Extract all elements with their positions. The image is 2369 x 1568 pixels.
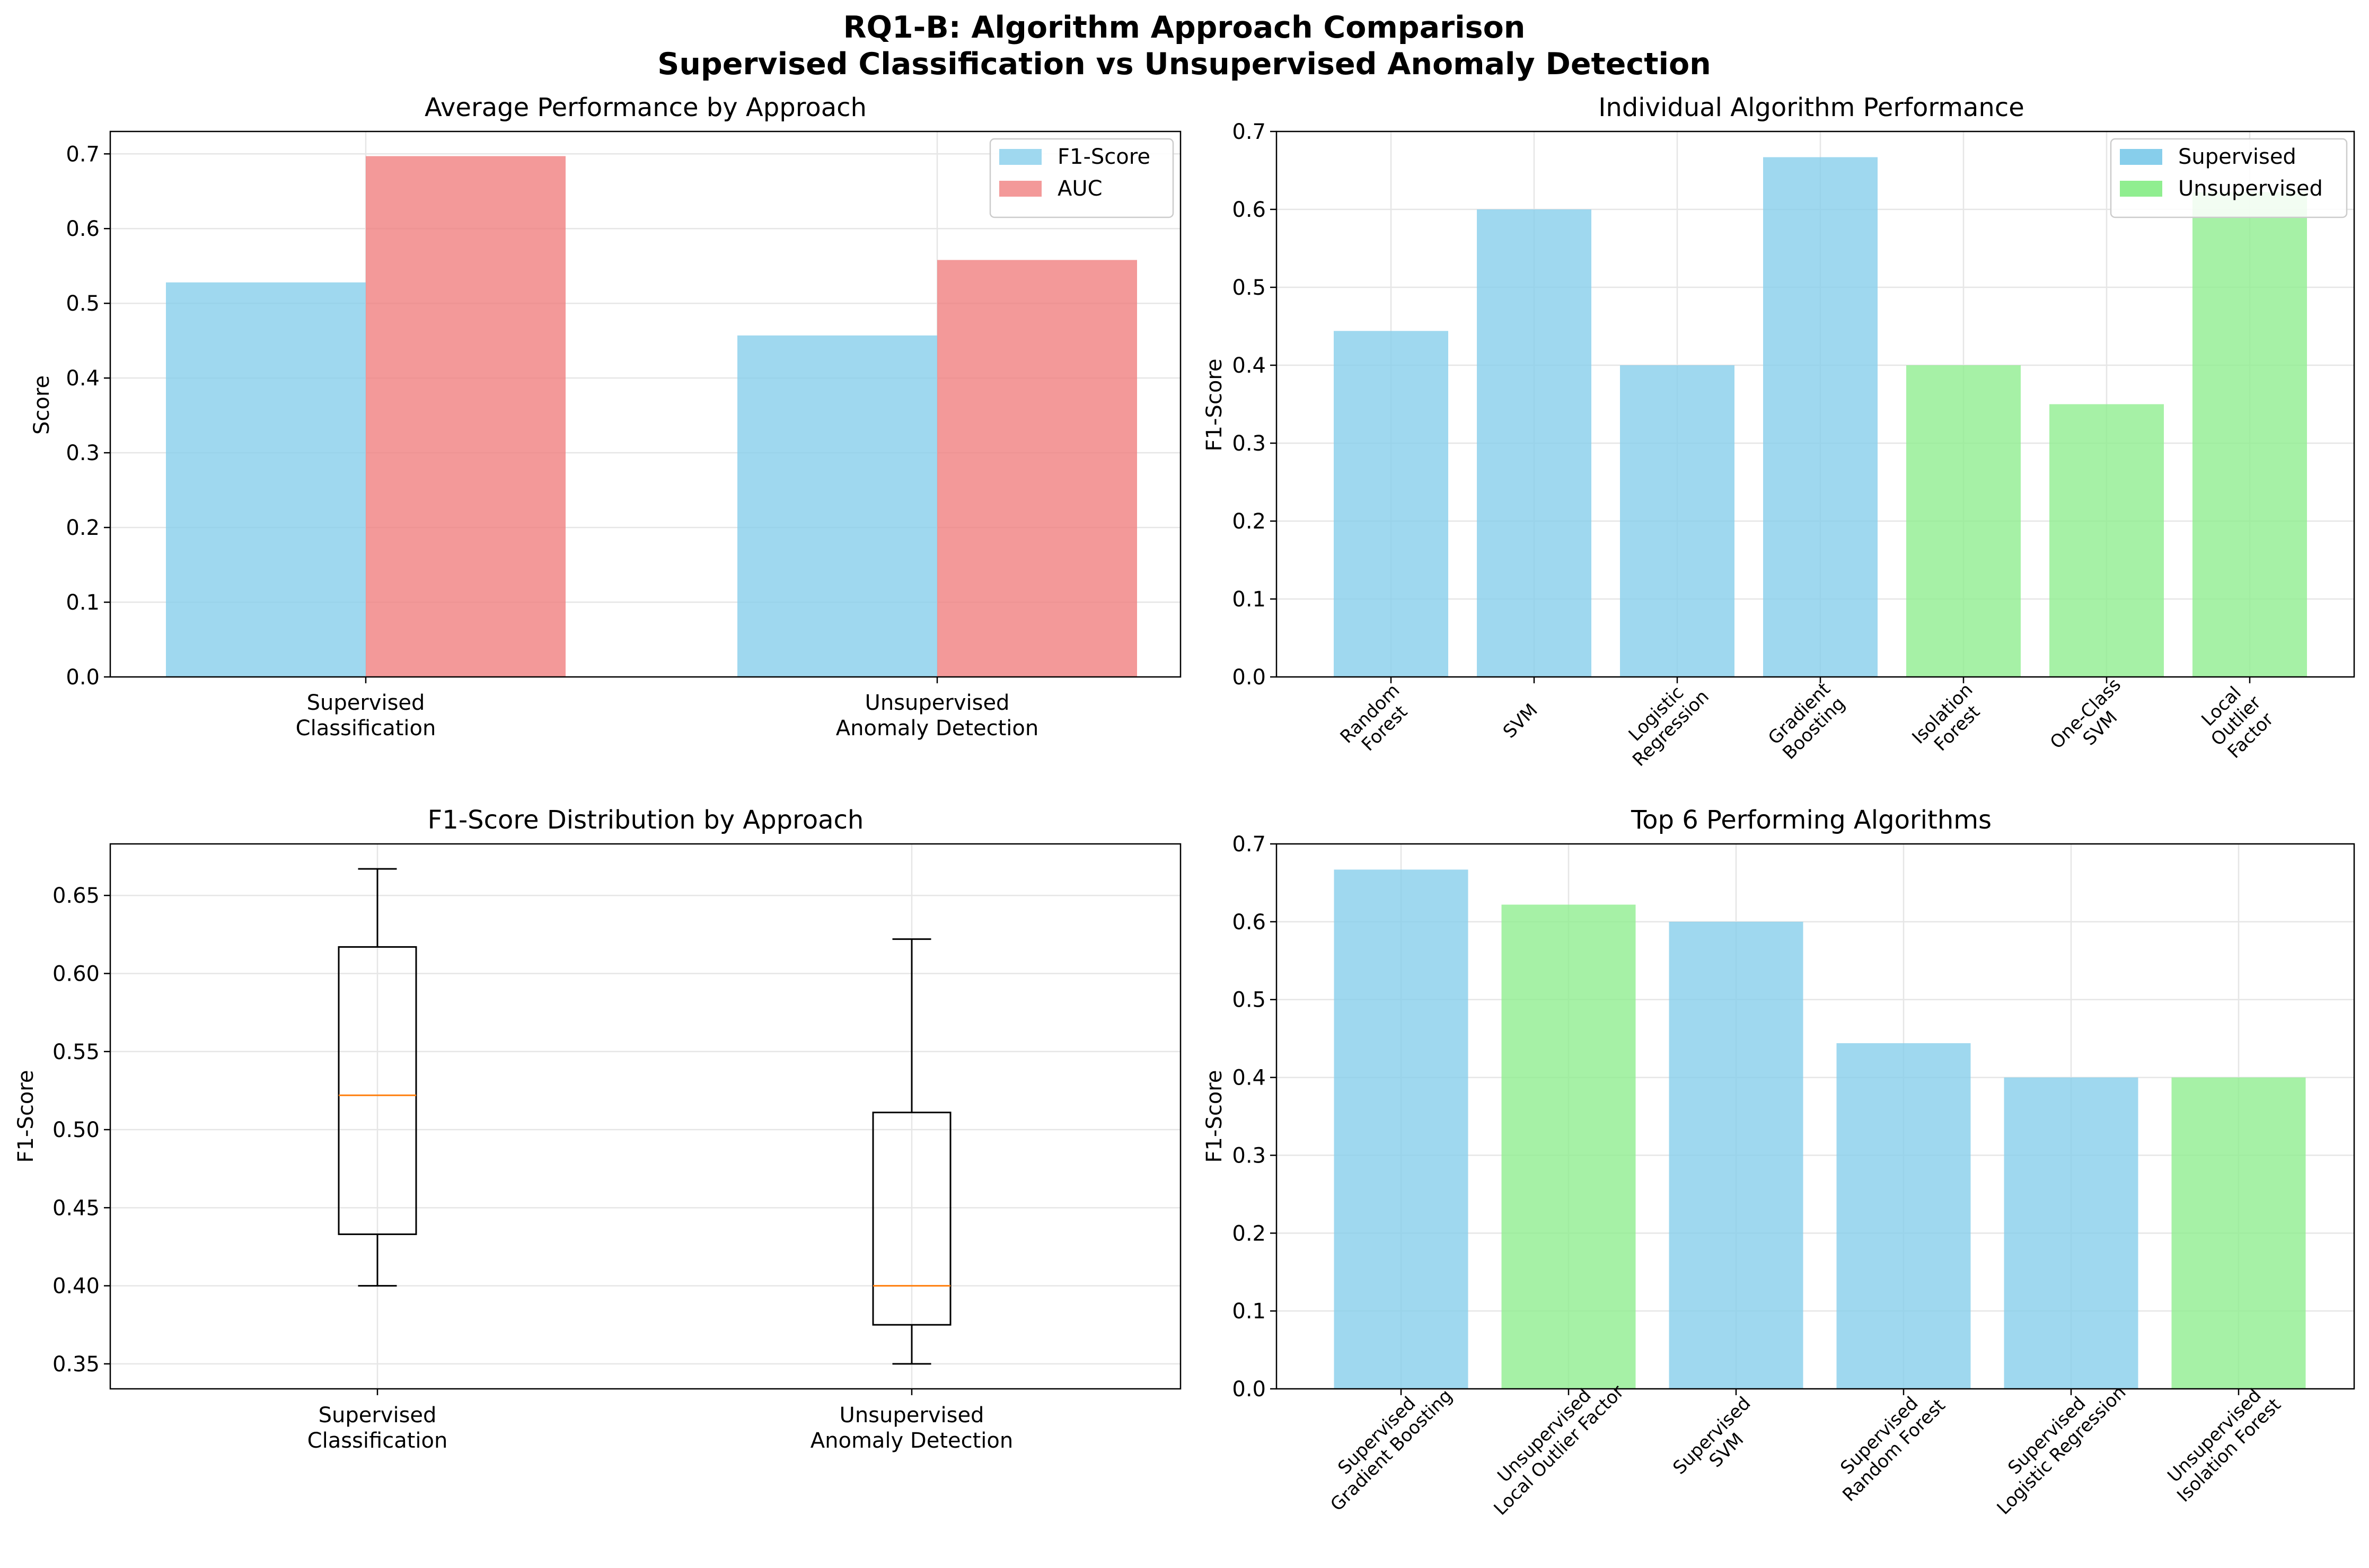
x-tick-label: Unsupervised [865,691,1010,715]
panel-f1-distribution: F1-Score Distribution by Approach F1-Sco… [14,805,1182,1453]
chart-title: F1-Score Distribution by Approach [428,805,864,835]
axes-frame [1275,843,2355,1390]
y-tick-label: 0.35 [52,1352,100,1377]
axes-frame [109,130,1182,678]
y-tick-label: 0.2 [1232,509,1266,534]
x-tick-label: SVM [1499,700,1542,743]
y-tick-label: 0.5 [1232,276,1266,300]
bar-unsupervised [1906,365,2021,677]
panel-top-6-algorithms: Top 6 Performing Algorithms F1-Score 0.0… [1202,805,2355,1520]
y-axis-label: F1-Score [1202,359,1227,452]
y-tick-label: 0.7 [1232,832,1266,857]
y-tick-label: 0.3 [66,441,100,465]
bar-unsupervised [2049,404,2164,677]
legend: F1-Score AUC [989,138,1174,218]
legend-swatch [2120,181,2162,197]
legend-frame [2110,138,2348,218]
legend-swatch [999,149,1042,165]
y-tick-label: 0.1 [66,591,100,615]
y-tick-label: 0.50 [52,1118,100,1142]
y-tick-label: 0.2 [1232,1221,1266,1246]
x-tick-label: Unsupervised [840,1403,984,1428]
y-tick-label: 0.4 [66,366,100,391]
y-tick-label: 0.6 [66,217,100,241]
x-tick-label: Supervised [1669,1393,1755,1478]
bar-supervised [1477,209,1591,677]
y-tick-label: 0.0 [1232,665,1266,690]
chart-title: Individual Algorithm Performance [1598,93,2024,122]
x-tick-label: Supervised [319,1403,437,1428]
legend-swatch [999,181,1042,197]
panel-individual-algorithms: Individual Algorithm Performance F1-Scor… [1202,93,2355,771]
y-tick-label: 0.5 [1232,988,1266,1012]
y-tick-label: 0.6 [1232,198,1266,222]
y-tick-label: 0.4 [1232,354,1266,378]
y-tick-label: 0.0 [1232,1377,1266,1402]
y-tick-label: 0.6 [1232,910,1266,935]
chart-title: Top 6 Performing Algorithms [1631,805,1992,835]
bar-f1-score [166,282,366,677]
legend-label: AUC [1058,177,1103,201]
x-tick-label: Anomaly Detection [811,1429,1013,1453]
legend: Supervised Unsupervised [2110,138,2348,218]
bar-unsupervised [1501,904,1636,1389]
y-tick-label: 0.3 [1232,1143,1266,1168]
bar-unsupervised [2171,1077,2306,1389]
bar-supervised [2004,1077,2138,1389]
y-axis-label: F1-Score [1202,1070,1227,1163]
y-tick-label: 0.7 [66,142,100,166]
bar-supervised [1334,869,1468,1389]
y-axis-label: Score [30,375,54,435]
x-tick-label: Logistic Regression [1993,1382,2130,1519]
y-tick-label: 0.55 [52,1040,100,1064]
legend-label: Supervised [2178,145,2296,169]
x-tick-label: Anomaly Detection [836,716,1038,741]
y-tick-label: 0.0 [66,665,100,690]
bar-supervised [1334,331,1448,677]
y-tick-label: 0.3 [1232,431,1266,456]
bar-unsupervised [2192,192,2307,677]
x-tick-label: Classification [296,716,436,741]
y-tick-label: 0.65 [52,884,100,908]
bar-f1-score [737,335,937,677]
legend-label: F1-Score [1058,145,1150,169]
x-tick-label: Supervised [307,691,425,715]
bar-supervised [1763,157,1878,677]
figure-title-line1: RQ1-B: Algorithm Approach Comparison [843,10,1526,45]
legend-swatch [2120,149,2162,165]
iqr-box [872,1112,952,1326]
x-tick-label: Local Outlier Factor [1490,1381,1628,1519]
y-tick-label: 0.1 [1232,1299,1266,1324]
y-tick-label: 0.2 [66,516,100,540]
y-tick-label: 0.40 [52,1274,100,1299]
bar-supervised [1669,921,1803,1389]
axes-frame [1275,130,2355,678]
y-tick-label: 0.5 [66,292,100,316]
bar-supervised [1836,1043,1971,1389]
legend-label: Unsupervised [2178,177,2323,201]
box-1 [872,938,952,1365]
y-tick-label: 0.4 [1232,1066,1266,1090]
x-tick-label: Gradient Boosting [1326,1385,1457,1516]
chart-title: Average Performance by Approach [425,93,867,122]
y-axis-label: F1-Score [14,1070,38,1163]
x-tick-label: Classification [307,1429,448,1453]
bar-supervised [1620,365,1734,677]
y-tick-label: 0.7 [1232,120,1266,144]
iqr-box [338,946,417,1235]
axes-frame [109,843,1182,1390]
panel-average-performance: Average Performance by Approach Score 0.… [30,93,1182,741]
bar-auc [366,156,566,677]
box-0 [338,868,417,1287]
y-tick-label: 0.60 [52,962,100,986]
figure-title-line2: Supervised Classification vs Unsupervise… [657,47,1711,82]
y-tick-label: 0.45 [52,1196,100,1220]
y-tick-label: 0.1 [1232,587,1266,612]
bar-auc [937,260,1137,677]
